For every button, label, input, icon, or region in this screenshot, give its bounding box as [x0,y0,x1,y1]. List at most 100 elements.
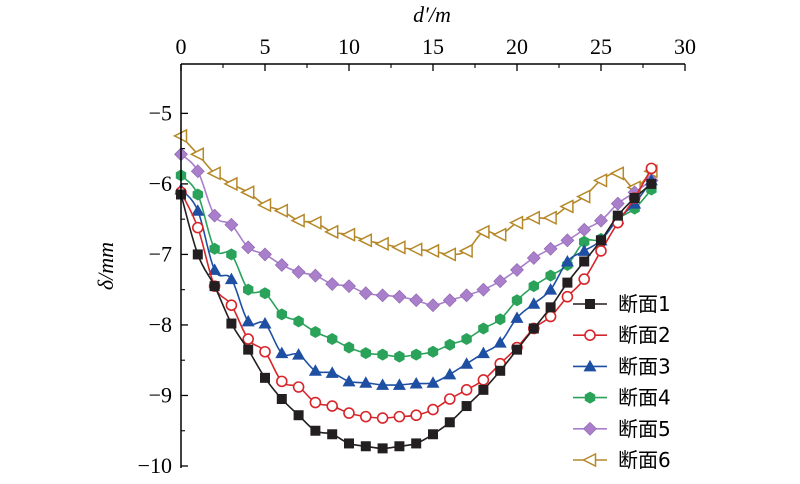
data-point [325,366,339,378]
legend-swatch-marker [583,421,597,436]
data-point [293,315,304,328]
data-point [543,241,558,256]
data-point [579,256,590,267]
data-point [377,443,388,454]
data-point [545,302,556,313]
data-point [290,213,305,228]
data-point [192,188,203,201]
y-tick-label: −10 [138,453,172,478]
data-point [512,344,522,355]
data-point [360,347,371,360]
data-point [477,374,490,386]
legend-item: 断面1 [573,292,671,316]
legend-swatch-marker [581,452,597,468]
data-point [327,429,338,440]
data-point [191,204,205,216]
data-point [275,346,289,359]
legend: 断面1 断面2 断面3 断面4 断面5 断面6 [573,292,671,472]
axes-layer: 0 5 10 15 20 25 30 −5 −6 −7 −8 −9 −10 [138,34,696,478]
data-point [343,407,355,419]
data-point [344,438,354,449]
data-point [308,268,323,283]
data-point [409,293,424,308]
data-point [292,381,305,393]
data-point [444,417,455,428]
data-point [375,288,390,303]
data-point [544,283,558,295]
data-point [427,345,439,358]
series-断面4 [175,169,657,363]
data-point [310,425,321,436]
data-point [592,173,608,188]
data-point [276,308,287,321]
data-point [359,410,372,423]
data-point [629,193,640,203]
data-point [612,210,623,221]
data-point [208,263,222,275]
y-tick-label: −8 [149,312,172,337]
data-point [495,313,506,326]
data-point [394,350,405,363]
data-point [441,247,457,262]
data-point [206,166,221,181]
data-point [224,217,239,232]
data-point [545,269,556,282]
x-tick-label: 0 [176,34,187,59]
y-tick-label: −6 [149,171,172,196]
data-point [256,197,272,213]
data-point [476,282,491,297]
data-point [226,248,237,261]
data-point [377,348,388,361]
data-point [241,314,255,327]
data-point [645,162,658,175]
legend-item: 断面4 [573,386,671,410]
data-point [461,401,472,412]
data-point [308,364,322,376]
data-point [476,346,490,359]
data-point [223,176,238,192]
y-tick-label: −7 [149,241,172,266]
data-point [393,410,406,423]
data-point [478,384,489,395]
legend-label: 断面5 [618,417,671,441]
data-point [276,394,287,404]
legend-label: 断面4 [618,386,671,410]
data-point [209,281,220,292]
data-point [192,249,203,260]
data-point [508,215,524,230]
data-point [443,393,456,405]
data-point [259,287,271,300]
data-point [460,357,474,369]
data-point [428,429,438,440]
data-point [309,396,322,409]
data-point [275,375,288,388]
x-tick-label: 30 [674,34,696,59]
data-point [596,235,606,246]
data-point [444,338,455,351]
data-point [190,164,205,179]
data-point [561,290,574,303]
data-point [495,365,506,376]
y-axis-title: δ/mm [93,242,118,290]
data-point [411,438,422,449]
data-point [459,288,474,303]
legend-swatch-marker [584,329,596,342]
data-point [411,348,422,361]
series-layer [172,128,659,454]
data-point [562,277,573,288]
legend-swatch-marker [585,299,595,309]
data-point [442,293,457,308]
data-point [527,297,541,309]
data-point [408,242,423,257]
x-tick-label: 5 [260,34,271,59]
data-point [324,224,339,240]
series-断面1 [176,178,657,454]
data-point [475,224,490,240]
data-point [360,441,371,452]
legend-label: 断面6 [618,448,671,472]
data-point [542,210,557,225]
data-point [528,280,539,293]
legend-item: 断面5 [573,417,671,441]
data-point [189,147,205,162]
data-point [293,410,304,421]
